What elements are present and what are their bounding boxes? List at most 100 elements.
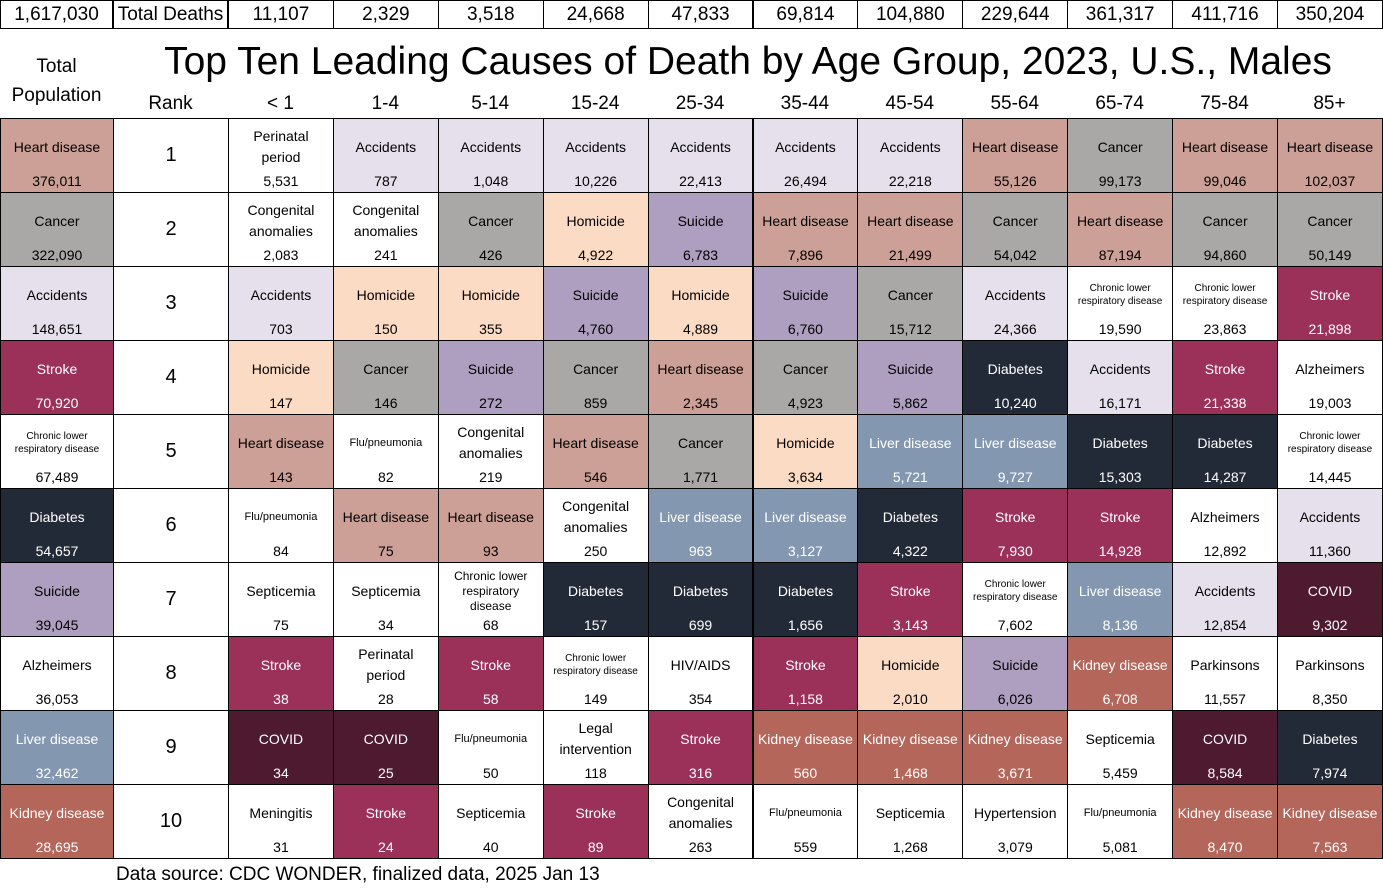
cause-label: Kidney disease (9, 804, 105, 821)
death-count: 14,445 (1308, 469, 1352, 485)
table-cell: Cancer 54,042 (962, 192, 1069, 267)
death-count: 38 (273, 691, 289, 707)
table-cell: Diabetes 1,656 (752, 562, 859, 637)
death-count: 68 (482, 617, 499, 633)
age-total-2: 3,518 (437, 0, 544, 29)
cause-label: Liver disease (869, 434, 952, 451)
table-cell: Accidents 16,171 (1067, 340, 1174, 415)
cause-label: Chronic lower respiratory disease (454, 568, 528, 613)
table-cell: COVID 34 (228, 710, 334, 785)
rank-2: 2 (113, 192, 229, 267)
cause-label: Homicide (881, 656, 940, 673)
cause-label: Chronic lower respiratory disease (1287, 431, 1373, 455)
table-cell: Diabetes 54,657 (0, 488, 114, 563)
death-count: 322,090 (31, 247, 83, 263)
death-count: 5,531 (263, 173, 299, 189)
death-count: 355 (479, 321, 503, 337)
rank-10: 10 (113, 784, 229, 859)
table-cell: Diabetes 157 (542, 562, 649, 637)
cause-label: Cancer (573, 360, 619, 377)
cause-label: Accidents (26, 286, 88, 303)
death-count: 7,974 (1312, 765, 1348, 781)
death-count: 14,928 (1098, 543, 1142, 559)
table-cell: Septicemia 5,459 (1067, 710, 1174, 785)
table-cell: Heart disease 93 (437, 488, 544, 563)
cause-label: Flu/pneumonia (1083, 807, 1157, 819)
cause-label: Diabetes (672, 582, 729, 599)
table-cell: Heart disease 21,499 (857, 192, 964, 267)
cause-label: Stroke (1204, 360, 1246, 377)
cause-label: Heart disease (1181, 138, 1269, 155)
cause-label: Perinatal period (358, 646, 414, 683)
death-count: 70,920 (35, 395, 79, 411)
death-count: 1,468 (892, 765, 928, 781)
cause-label: Suicide (572, 286, 619, 303)
cause-label: Stroke (470, 656, 511, 673)
table-cell: Liver disease 9,727 (962, 414, 1069, 489)
death-count: 99,046 (1203, 173, 1247, 189)
cause-label: Heart disease (867, 212, 954, 229)
death-count: 6,783 (683, 247, 719, 263)
death-count: 102,037 (1304, 173, 1356, 189)
death-count: 26,494 (784, 173, 827, 189)
age-header-10: 85+ (1313, 93, 1346, 114)
rank-9: 9 (113, 710, 229, 785)
rank-5: 5 (113, 414, 229, 489)
cause-label: Stroke (995, 508, 1036, 525)
table-cell: Stroke 58 (437, 636, 544, 711)
table-cell: Homicide 3,634 (752, 414, 859, 489)
table-cell: Suicide 4,760 (542, 266, 649, 341)
table-cell: Flu/pneumonia 559 (752, 784, 859, 859)
death-count: 5,459 (1102, 765, 1138, 781)
table-cell: Heart disease 55,126 (962, 118, 1069, 193)
cause-label: COVID (1202, 730, 1248, 747)
table-cell: Congenital anomalies 241 (332, 192, 439, 267)
table-cell: COVID 25 (332, 710, 439, 785)
cause-label: Accidents (1194, 582, 1256, 599)
cause-label: Kidney disease (1282, 804, 1378, 821)
death-count: 143 (269, 469, 293, 485)
table-cell: HIV/AIDS 354 (647, 636, 754, 711)
table-cell: Accidents 22,413 (647, 118, 754, 193)
death-count: 963 (688, 543, 713, 559)
table-cell: Heart disease 143 (228, 414, 334, 489)
table-cell: Alzheimers 19,003 (1277, 340, 1383, 415)
table-cell: Accidents 148,651 (0, 266, 114, 341)
death-count: 7,896 (787, 247, 823, 263)
death-count: 15,712 (888, 321, 932, 337)
age-header-2: 5-14 (471, 93, 510, 114)
rank-8: 8 (113, 636, 229, 711)
table-cell: Heart disease 87,194 (1067, 192, 1174, 267)
table-cell: Homicide 147 (228, 340, 334, 415)
chart-title: Top Ten Leading Causes of Death by Age G… (164, 40, 1332, 83)
death-count: 75 (378, 543, 394, 559)
cause-label: Heart disease (342, 508, 430, 525)
death-count: 241 (374, 247, 398, 263)
cause-label: Alzheimers (22, 656, 92, 673)
death-count: 32,462 (35, 765, 79, 781)
death-count: 93 (482, 543, 499, 559)
table-cell: Cancer 146 (332, 340, 439, 415)
table-cell: Heart disease 99,046 (1172, 118, 1278, 193)
cause-label: Septicemia (875, 804, 945, 821)
table-cell: Stroke 1,158 (752, 636, 859, 711)
death-count: 354 (688, 691, 713, 707)
cause-label: Kidney disease (1072, 656, 1168, 673)
cause-label: Congenital anomalies (667, 794, 734, 831)
cause-label: COVID (258, 730, 304, 747)
death-count: 6,760 (787, 321, 823, 337)
table-cell: Diabetes 4,322 (857, 488, 964, 563)
cause-label: COVID (1307, 582, 1353, 599)
death-count: 2,083 (263, 247, 299, 263)
table-cell: Cancer 1,771 (647, 414, 754, 489)
cause-label: Flu/pneumonia (769, 807, 842, 819)
age-header-1: 1-4 (371, 93, 400, 114)
death-count: 559 (793, 839, 818, 855)
death-count: 25 (378, 765, 394, 781)
table-cell: Accidents 10,226 (542, 118, 649, 193)
table-cell: Accidents 11,360 (1277, 488, 1383, 563)
cause-label: Suicide (992, 656, 1039, 673)
table-cell: Congenital anomalies 219 (437, 414, 544, 489)
cause-label: Congenital anomalies (562, 498, 630, 535)
death-count: 5,081 (1102, 839, 1138, 855)
